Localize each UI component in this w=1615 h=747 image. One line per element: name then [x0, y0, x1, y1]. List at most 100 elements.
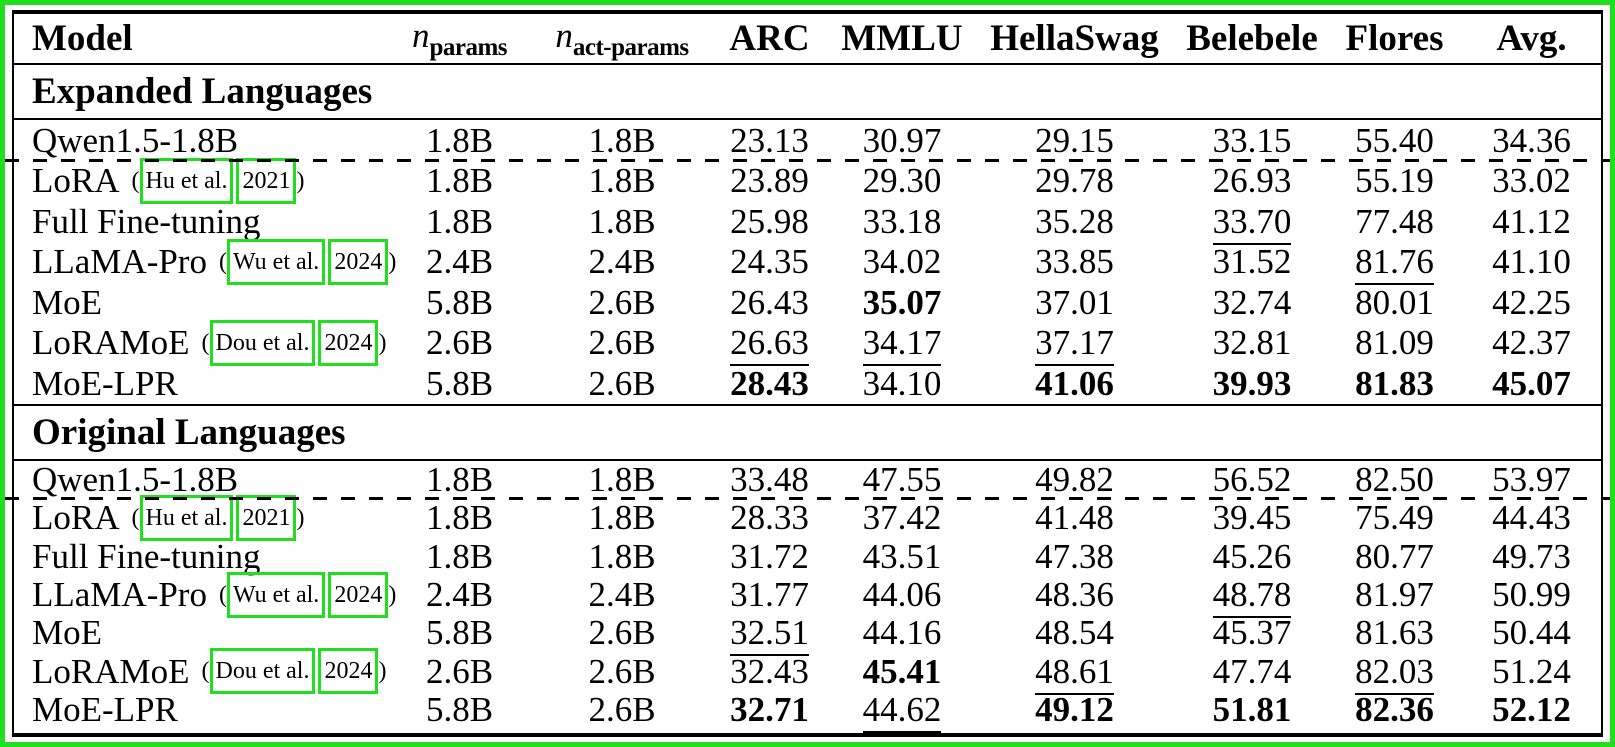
metric-cell-belebele: 33.70	[1177, 201, 1327, 245]
citation: (Hu et al. 2021)	[132, 157, 305, 204]
citation-text: Dou et al.	[215, 329, 310, 356]
metric-cell-avg: 41.10	[1462, 244, 1601, 279]
metric-value: 42.37	[1492, 323, 1571, 363]
metric-cell-flores: 82.03	[1327, 651, 1462, 695]
math-subscript: params	[429, 33, 508, 61]
citation-link-box[interactable]: 2024	[328, 238, 389, 285]
metric-cell-avg: 42.25	[1462, 285, 1601, 320]
citation-link-box[interactable]: Hu et al.	[139, 157, 234, 204]
metric-cell-arc: 31.77	[707, 577, 832, 612]
citation-link-box[interactable]: Dou et al.	[209, 648, 316, 695]
metric-value: 49.73	[1492, 536, 1571, 576]
metric-value: 29.78	[1035, 161, 1114, 201]
citation-open-paren: (	[201, 658, 210, 685]
metric-cell-mmlu: 29.30	[832, 163, 972, 198]
metric-value: 42.25	[1492, 282, 1571, 322]
citation-link-box[interactable]: Wu et al.	[226, 238, 326, 285]
metric-cell-flores: 82.36	[1327, 692, 1462, 727]
metric-cell-flores: 81.63	[1327, 615, 1462, 650]
n-act-params-cell: 1.8B	[588, 161, 656, 201]
column-header-n_params: nparams	[382, 18, 537, 60]
metric-cell-mmlu: 34.10	[832, 366, 972, 401]
table-row: Qwen1.5-1.8B 1.8B 1.8B 33.48 47.55 49.82 56.52…	[14, 461, 1601, 499]
metric-value: 24.35	[730, 242, 809, 282]
math-n-symbol: n	[555, 15, 573, 55]
citation-link-box[interactable]: 2021	[236, 494, 297, 541]
section-title: Original Languages	[32, 411, 346, 453]
model-name: Qwen1.5-1.8B	[32, 120, 239, 160]
n-params-cell: 1.8B	[425, 536, 494, 576]
n-params-cell: 1.8B	[425, 201, 494, 241]
model-cell: Qwen1.5-1.8B	[14, 123, 382, 158]
citation-link-box[interactable]: 2024	[328, 571, 389, 618]
metric-value: 35.28	[1035, 201, 1114, 241]
model-cell: Full Fine-tuning	[14, 204, 382, 239]
citation-text: 2021	[242, 504, 291, 531]
metric-value: 45.07	[1492, 363, 1571, 403]
model-name: Qwen1.5-1.8B	[32, 460, 239, 500]
n-act-params-cell: 2.6B	[588, 282, 656, 322]
metric-value: 44.06	[862, 575, 942, 615]
metric-cell-belebele: 39.45	[1177, 500, 1327, 535]
citation: (Dou et al. 2024)	[202, 319, 387, 366]
model-name: Full Fine-tuning	[32, 201, 261, 241]
metric-cell-arc: 25.98	[707, 204, 832, 239]
metric-cell-mmlu: 44.62	[832, 689, 972, 733]
metric-value: 37.42	[862, 498, 942, 538]
metric-cell-flores: 82.50	[1327, 462, 1462, 497]
metric-cell-arc: 23.89	[707, 163, 832, 198]
metric-cell-hellaswag: 48.61	[972, 651, 1177, 695]
metric-cell-mmlu: 47.55	[832, 462, 972, 497]
citation-link-box[interactable]: 2024	[318, 648, 379, 695]
citation-link-box[interactable]: Hu et al.	[139, 494, 234, 541]
citation-link-box[interactable]: 2024	[318, 319, 379, 366]
section-title-row: Expanded Languages	[14, 65, 1601, 120]
metric-cell-hellaswag: 49.12	[972, 692, 1177, 727]
metric-cell-arc: 32.51	[707, 613, 832, 657]
metric-value: 25.98	[730, 201, 809, 241]
citation-text: Hu et al.	[145, 167, 228, 194]
metric-value: 33.85	[1035, 242, 1114, 282]
column-header-arc: ARC	[729, 18, 810, 59]
n-act-params-cell: 2.6B	[588, 689, 656, 729]
metric-value: 33.18	[862, 201, 942, 241]
citation-link-box[interactable]: 2021	[236, 157, 297, 204]
citation: (Wu et al. 2024)	[219, 571, 396, 618]
citation-link-box[interactable]: Wu et al.	[226, 571, 326, 618]
n-params-cell: 1.8B	[425, 498, 494, 538]
table-body: Expanded Languages Qwen1.5-1.8B 1.8B 1.8B 23…	[5, 65, 1610, 733]
model-cell: LoRAMoE (Dou et al. 2024)	[14, 319, 386, 366]
metric-value: 53.97	[1492, 460, 1571, 500]
metric-cell-flores: 81.76	[1327, 242, 1462, 286]
metric-value: 44.62	[862, 689, 942, 733]
n-act-params-cell: 1.8B	[588, 498, 656, 538]
citation-text: Dou et al.	[215, 658, 310, 685]
citation-link-box[interactable]: Dou et al.	[209, 319, 316, 366]
model-name: LoRA	[32, 161, 120, 201]
citation-text: Hu et al.	[145, 504, 228, 531]
metric-cell-hellaswag: 41.48	[972, 500, 1177, 535]
column-header-avg: Avg.	[1496, 18, 1567, 59]
model-cell: MoE-LPR	[14, 692, 382, 727]
metric-cell-flores: 81.09	[1327, 325, 1462, 360]
metric-value: 30.97	[862, 120, 942, 160]
n-params-cell: 1.8B	[425, 161, 494, 201]
table-header-row: Model nparams nact-params ARC MMLU HellaSwag B…	[14, 14, 1601, 65]
metric-cell-hellaswag: 48.54	[972, 615, 1177, 650]
metric-cell-belebele: 32.74	[1177, 285, 1327, 320]
table-section: Expanded Languages Qwen1.5-1.8B 1.8B 1.8B 23…	[5, 65, 1610, 404]
n-act-params-cell: 2.6B	[588, 651, 656, 691]
citation-close-paren: )	[378, 658, 387, 685]
citation-close-paren: )	[378, 329, 387, 356]
model-name: LoRA	[32, 498, 120, 538]
metric-cell-mmlu: 34.17	[832, 323, 972, 367]
table-row: Full Fine-tuning 1.8B 1.8B 25.98 33.18 35.28 3…	[14, 201, 1601, 245]
citation-text: 2024	[334, 581, 383, 608]
citation-close-paren: )	[296, 167, 305, 194]
metric-value: 31.77	[730, 575, 809, 615]
n-act-params-cell: 1.8B	[588, 201, 656, 241]
citation-open-paren: (	[131, 504, 140, 531]
math-subscript: act-params	[572, 33, 689, 61]
n-act-params-cell: 2.4B	[588, 242, 656, 282]
model-cell: LLaMA-Pro (Wu et al. 2024)	[14, 238, 396, 285]
